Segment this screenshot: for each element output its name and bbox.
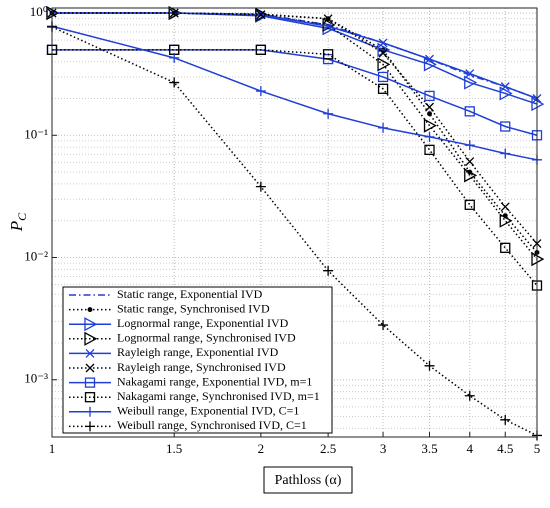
- marker: [500, 202, 510, 212]
- marker: [424, 144, 435, 156]
- legend-label: Nakagami range, Synchronised IVD, m=1: [117, 389, 320, 403]
- marker: [255, 181, 266, 192]
- legend-label: Static range, Exponential IVD: [117, 287, 263, 301]
- marker: [423, 118, 437, 133]
- legend-label: Nakagami range, Exponential IVD, m=1: [117, 374, 312, 388]
- marker: [465, 157, 475, 166]
- marker: [323, 14, 333, 24]
- series-line: [52, 49, 538, 287]
- marker: [256, 10, 266, 20]
- x-tick-label: 2: [258, 441, 265, 456]
- marker: [377, 83, 389, 94]
- legend-label: Weibull range, Synchronised IVD, C=1: [117, 418, 307, 432]
- marker: [84, 317, 98, 332]
- marker: [499, 213, 513, 228]
- marker: [425, 102, 434, 112]
- marker: [378, 38, 388, 48]
- x-tick-label: 4: [467, 441, 474, 456]
- marker: [464, 106, 475, 117]
- marker: [84, 331, 98, 346]
- marker: [255, 86, 266, 97]
- marker: [322, 49, 334, 60]
- marker: [323, 21, 333, 31]
- marker: [423, 57, 437, 72]
- marker: [85, 348, 95, 358]
- marker: [255, 44, 267, 56]
- marker: [425, 54, 434, 64]
- marker: [500, 242, 511, 253]
- marker: [465, 69, 475, 79]
- x-tick-label: 3.5: [421, 441, 437, 456]
- x-label-box: [263, 466, 353, 494]
- legend-label: Lognormal range, Synchronised IVD: [117, 331, 296, 345]
- series-line: [52, 49, 538, 137]
- marker: [85, 421, 95, 432]
- marker: [323, 108, 334, 119]
- x-tick-label: 1: [49, 441, 56, 456]
- marker: [499, 86, 513, 101]
- marker: [87, 307, 93, 313]
- marker: [85, 363, 95, 373]
- marker: [169, 52, 180, 63]
- marker: [85, 406, 95, 417]
- marker: [500, 121, 511, 132]
- x-tick-label: 2.5: [320, 441, 336, 456]
- marker: [377, 57, 391, 72]
- x-axis-label: Pathloss (α): [275, 473, 342, 488]
- x-tick-label: 4.5: [497, 441, 513, 456]
- legend-label: Rayleigh range, Synchronised IVD: [117, 360, 286, 374]
- marker: [464, 168, 478, 183]
- marker: [378, 122, 389, 133]
- y-label-main: P: [7, 221, 26, 232]
- legend-box: [62, 286, 333, 434]
- marker: [424, 360, 435, 371]
- y-axis-label: PC: [7, 212, 29, 232]
- marker: [427, 111, 432, 117]
- x-tick-label: 3: [380, 441, 387, 456]
- marker: [84, 392, 96, 403]
- marker: [323, 265, 334, 276]
- marker: [500, 148, 511, 159]
- x-tick-label: 1.5: [166, 441, 182, 456]
- marker: [464, 75, 478, 90]
- marker: [424, 90, 435, 102]
- marker: [377, 71, 389, 83]
- y-tick-label: 10⁻²: [24, 248, 48, 263]
- legend-label: Lognormal range, Exponential IVD: [117, 316, 289, 330]
- series-line: [52, 12, 538, 260]
- marker: [169, 77, 180, 88]
- marker: [378, 48, 388, 58]
- y-tick-label: 10⁻¹: [24, 126, 48, 141]
- marker: [169, 8, 179, 18]
- legend-label: Static range, Synchronised IVD: [117, 301, 270, 315]
- marker: [424, 131, 435, 142]
- marker: [464, 199, 475, 210]
- legend-label: Rayleigh range, Exponential IVD: [117, 345, 279, 359]
- marker: [464, 140, 475, 151]
- marker: [378, 320, 389, 331]
- y-tick-label: 10⁻³: [24, 371, 48, 386]
- marker: [500, 82, 510, 92]
- marker: [84, 377, 96, 388]
- marker: [464, 390, 475, 401]
- y-tick-label: 10⁰: [30, 4, 48, 19]
- marker: [500, 414, 511, 425]
- x-tick-label: 5: [534, 441, 541, 456]
- plot-border: [51, 7, 538, 438]
- y-label-subscript: C: [15, 212, 29, 221]
- legend-label: Weibull range, Exponential IVD, C=1: [117, 404, 299, 418]
